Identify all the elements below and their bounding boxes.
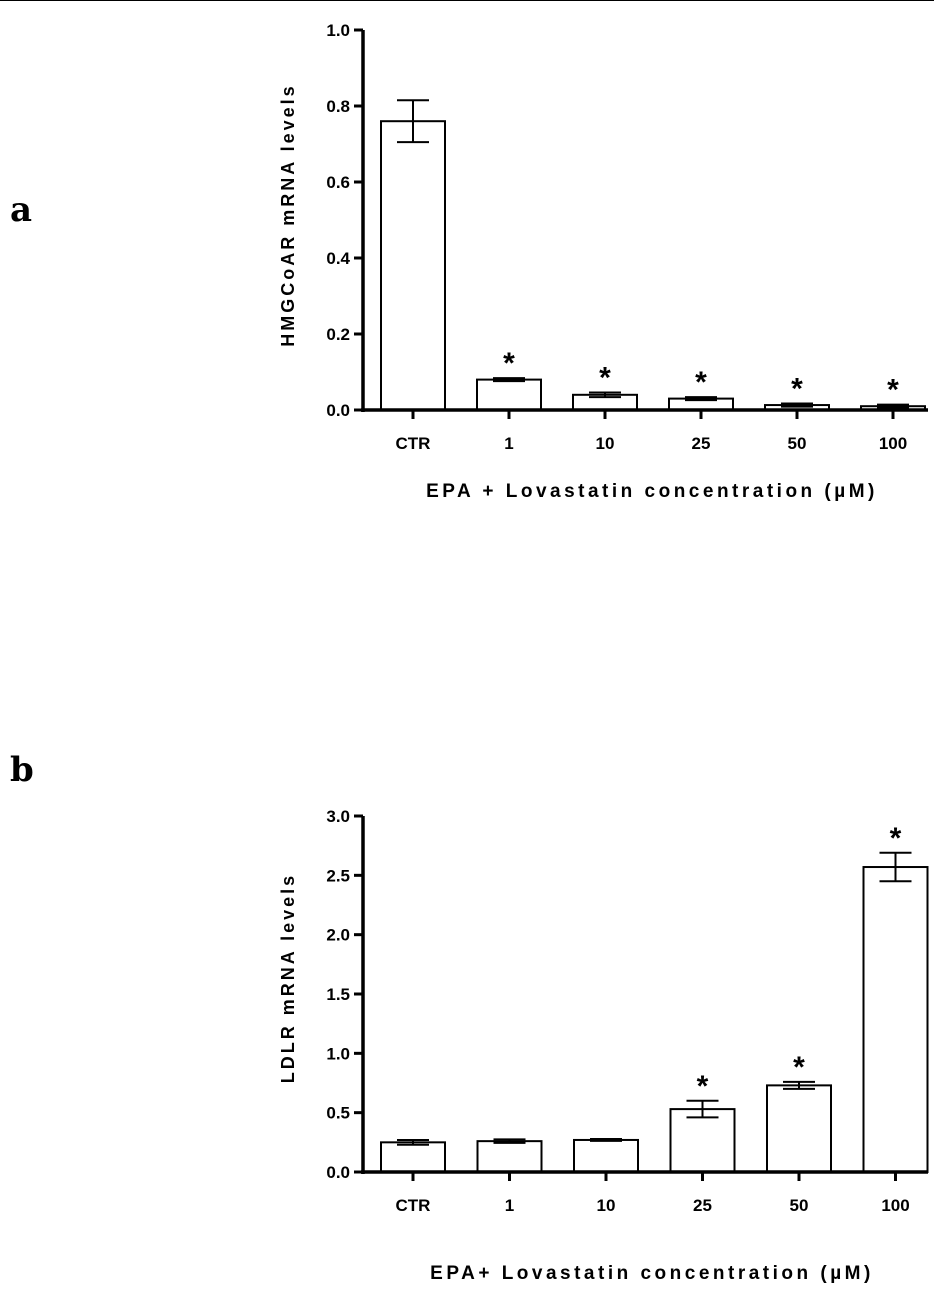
x-tick-label: 1 (505, 1196, 514, 1215)
significance-marker: * (695, 366, 707, 399)
x-tick-label: 10 (597, 1196, 616, 1215)
y-tick-label: 2.0 (326, 926, 350, 945)
y-tick-label: 1.0 (326, 1044, 350, 1063)
bar (669, 1108, 736, 1174)
y-tick-label: 3.0 (326, 807, 350, 826)
x-tick-label: 25 (693, 1196, 712, 1215)
significance-marker: * (791, 373, 803, 406)
bar (862, 866, 929, 1173)
y-tick-label: 0.8 (326, 97, 350, 116)
y-tick-label: 1.5 (326, 985, 350, 1004)
y-axis-title: HMGCoAR mRNA levels (278, 83, 298, 346)
y-axis-title: LDLR mRNA levels (278, 873, 298, 1083)
y-tick-label: 0.0 (326, 1163, 350, 1182)
x-tick-label: 100 (881, 1196, 909, 1215)
significance-marker: * (697, 1070, 709, 1103)
significance-marker: * (503, 347, 515, 380)
x-tick-label: 1 (504, 434, 513, 453)
significance-marker: * (887, 374, 899, 407)
y-tick-label: 0.0 (326, 401, 350, 420)
y-tick-label: 0.4 (326, 249, 350, 268)
significance-marker: * (599, 362, 611, 395)
x-tick-label: 25 (692, 434, 711, 453)
x-tick-label: 100 (879, 434, 907, 453)
x-axis-title: EPA+ Lovastatin concentration (µM) (430, 1263, 874, 1284)
x-tick-label: 10 (596, 434, 615, 453)
y-tick-label: 1.0 (326, 21, 350, 40)
panel-label-a: a (10, 190, 33, 230)
y-tick-label: 2.5 (326, 866, 350, 885)
x-tick-label: CTR (396, 1196, 431, 1215)
bar (573, 1138, 639, 1173)
y-tick-label: 0.2 (326, 325, 350, 344)
x-tick-label: 50 (788, 434, 807, 453)
x-tick-label: CTR (396, 434, 431, 453)
y-tick-label: 0.6 (326, 173, 350, 192)
y-tick-label: 0.5 (326, 1104, 350, 1123)
bar (766, 1084, 832, 1173)
bar (380, 1141, 446, 1174)
bar (476, 1140, 543, 1173)
panel-label-b: b (10, 750, 34, 790)
x-tick-label: 50 (790, 1196, 809, 1215)
significance-marker: * (793, 1051, 805, 1084)
x-axis-title: EPA + Lovastatin concentration (µM) (426, 481, 878, 502)
top-border-line (0, 0, 934, 1)
significance-marker: * (890, 822, 902, 855)
